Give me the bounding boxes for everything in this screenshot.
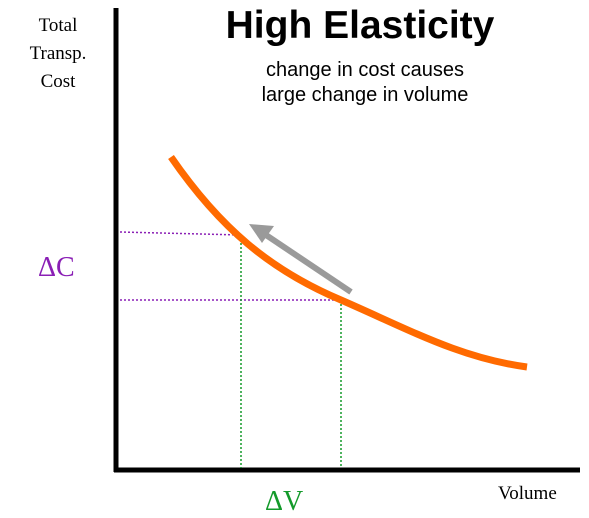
delta-volume-label: ΔV <box>265 486 304 517</box>
diagram-subtitle: change in cost causes large change in vo… <box>220 58 510 108</box>
elasticity-curve <box>168 155 528 371</box>
y-axis-label: Total Transp. Cost <box>18 12 98 96</box>
y-axis-label-line2: Transp. <box>29 43 87 64</box>
y-axis-label-line3: Cost <box>40 71 76 92</box>
y-axis-label-line1: Total <box>38 15 78 36</box>
delta-cost-label: ΔC <box>38 252 75 283</box>
subtitle-line2: large change in volume <box>261 84 469 106</box>
subtitle-line1: change in cost causes <box>266 59 464 81</box>
direction-arrow-shaft <box>264 232 353 295</box>
cost-guide-upper <box>119 231 242 236</box>
x-axis-label: Volume <box>498 483 557 504</box>
diagram-title: High Elasticity <box>225 4 495 47</box>
direction-arrow-head <box>249 224 274 243</box>
